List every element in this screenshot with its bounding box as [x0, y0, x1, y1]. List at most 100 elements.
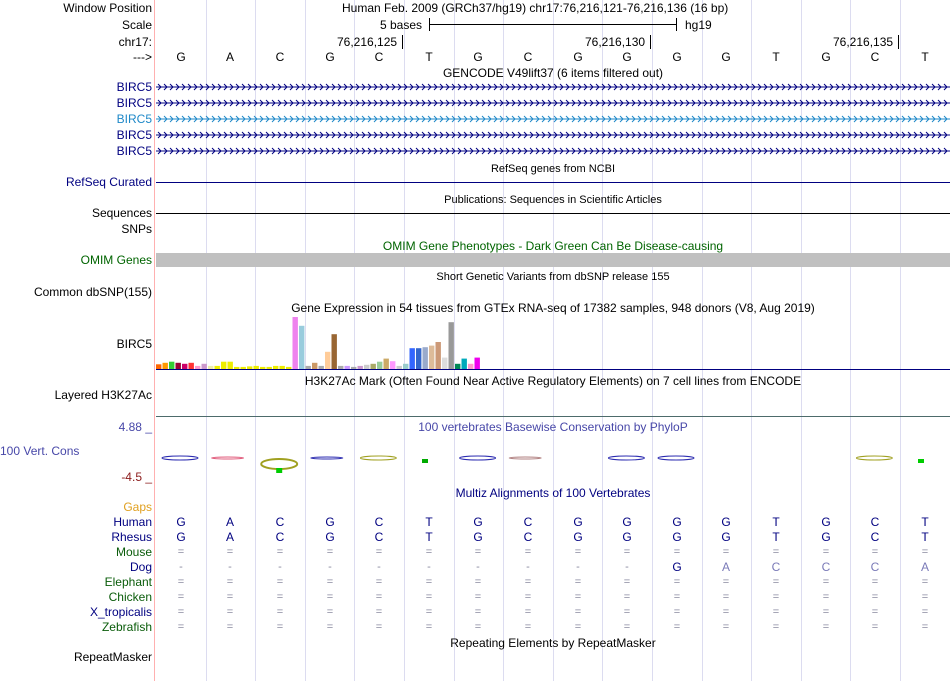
sequence-base[interactable]: G: [622, 50, 632, 64]
gtex-tissue-bar[interactable]: [331, 334, 337, 369]
gtex-tissue-bar[interactable]: [442, 357, 448, 369]
gencode-transcript-line[interactable]: [156, 130, 950, 140]
gtex-tissue-bar[interactable]: [357, 365, 363, 369]
gtex-tissue-bar[interactable]: [156, 364, 162, 369]
gtex-tissue-bar[interactable]: [299, 325, 305, 369]
phylop-title[interactable]: 100 vertebrates Basewise Conservation by…: [418, 420, 688, 434]
publications-title[interactable]: Publications: Sequences in Scientific Ar…: [444, 194, 662, 206]
gtex-tissue-bar[interactable]: [260, 366, 266, 369]
species-label[interactable]: Zebrafish: [101, 620, 152, 634]
sequence-base[interactable]: T: [772, 50, 780, 64]
gtex-tissue-bar[interactable]: [305, 365, 311, 369]
gencode-transcript-line[interactable]: [156, 98, 950, 108]
repeatmasker-label[interactable]: RepeatMasker: [73, 650, 152, 664]
gtex-title[interactable]: Gene Expression in 54 tissues from GTEx …: [291, 301, 815, 315]
gtex-tissue-bar[interactable]: [175, 362, 181, 369]
gtex-tissue-bar[interactable]: [429, 345, 435, 369]
gtex-tissue-bar[interactable]: [201, 363, 207, 369]
gtex-tissue-bar[interactable]: [409, 348, 415, 369]
gtex-tissue-bar[interactable]: [253, 365, 259, 369]
gencode-row-label[interactable]: BIRC5: [116, 128, 152, 142]
species-label[interactable]: Chicken: [108, 590, 152, 604]
refseq-title[interactable]: RefSeq genes from NCBI: [490, 163, 616, 175]
gtex-tissue-bar[interactable]: [234, 366, 240, 369]
gtex-tissue-bar[interactable]: [448, 322, 454, 369]
gtex-tissue-bar[interactable]: [338, 365, 344, 369]
gtex-tissue-bar[interactable]: [364, 364, 370, 369]
gtex-tissue-bar[interactable]: [351, 366, 357, 369]
gtex-tissue-bar[interactable]: [390, 361, 396, 369]
gtex-tissue-bar[interactable]: [416, 348, 422, 369]
sequence-base[interactable]: G: [473, 50, 483, 64]
gtex-tissue-bar[interactable]: [188, 362, 194, 369]
gencode-title[interactable]: GENCODE V49lift37 (6 items filtered out): [442, 66, 664, 80]
multiz-title[interactable]: Multiz Alignments of 100 Vertebrates: [455, 486, 651, 500]
gtex-bar-chart[interactable]: [156, 316, 950, 370]
omim-title[interactable]: OMIM Gene Phenotypes - Dark Green Can Be…: [382, 239, 724, 253]
gtex-tissue-bar[interactable]: [292, 317, 298, 369]
h3k27ac-label[interactable]: Layered H3K27Ac: [54, 388, 152, 402]
gtex-tissue-bar[interactable]: [455, 363, 461, 369]
species-label[interactable]: X_tropicalis: [89, 605, 152, 619]
species-label[interactable]: Rhesus: [111, 530, 152, 544]
sequence-base[interactable]: C: [275, 50, 285, 64]
omim-feature-bar[interactable]: [156, 253, 950, 267]
gtex-tissue-bar[interactable]: [273, 365, 279, 369]
sequence-base[interactable]: G: [176, 50, 186, 64]
gtex-tissue-bar[interactable]: [461, 358, 467, 369]
gencode-transcript-line[interactable]: [156, 114, 950, 124]
sequence-base[interactable]: A: [225, 50, 234, 64]
gtex-tissue-bar[interactable]: [383, 358, 389, 369]
sequence-base[interactable]: G: [325, 50, 335, 64]
gencode-transcript-line[interactable]: [156, 82, 950, 92]
gtex-label[interactable]: BIRC5: [116, 337, 152, 351]
sequence-base[interactable]: G: [573, 50, 583, 64]
sequence-base[interactable]: T: [921, 50, 929, 64]
gtex-tissue-bar[interactable]: [318, 365, 324, 369]
gencode-row-label[interactable]: BIRC5: [116, 112, 152, 126]
repeatmasker-title[interactable]: Repeating Elements by RepeatMasker: [450, 636, 656, 650]
gtex-tissue-bar[interactable]: [169, 361, 175, 369]
gencode-transcript-line[interactable]: [156, 146, 950, 156]
gencode-row-label[interactable]: BIRC5: [116, 96, 152, 110]
gencode-row-label[interactable]: BIRC5: [116, 80, 152, 94]
gtex-tissue-bar[interactable]: [279, 365, 285, 369]
phylop-signal[interactable]: [156, 448, 950, 478]
sequence-base[interactable]: T: [425, 50, 433, 64]
gencode-row-label[interactable]: BIRC5: [116, 144, 152, 158]
gtex-tissue-bar[interactable]: [195, 365, 201, 369]
sequences-label[interactable]: Sequences: [91, 206, 152, 220]
snps-label[interactable]: SNPs: [121, 222, 152, 236]
gtex-tissue-bar[interactable]: [266, 366, 272, 369]
sequence-base[interactable]: C: [374, 50, 384, 64]
gaps-label[interactable]: Gaps: [123, 500, 152, 514]
publications-feature-line[interactable]: [156, 213, 950, 214]
window-position-value[interactable]: Human Feb. 2009 (GRCh37/hg19) chr17:76,2…: [342, 1, 729, 15]
dbsnp-label[interactable]: Common dbSNP(155): [33, 285, 152, 299]
species-label[interactable]: Mouse: [115, 545, 152, 559]
refseq-feature-line[interactable]: [156, 182, 950, 183]
gtex-tissue-bar[interactable]: [247, 366, 253, 369]
sequence-base[interactable]: G: [821, 50, 831, 64]
sequence-base[interactable]: G: [672, 50, 682, 64]
phylop-label[interactable]: 100 Vert. Cons: [0, 444, 80, 458]
sequence-base[interactable]: C: [523, 50, 533, 64]
gtex-tissue-bar[interactable]: [182, 363, 188, 369]
gtex-tissue-bar[interactable]: [214, 365, 220, 369]
refseq-label[interactable]: RefSeq Curated: [65, 175, 152, 189]
sequence-base[interactable]: G: [721, 50, 731, 64]
gtex-tissue-bar[interactable]: [422, 347, 428, 369]
gtex-tissue-bar[interactable]: [240, 366, 246, 369]
species-label[interactable]: Human: [113, 515, 152, 529]
gtex-tissue-bar[interactable]: [396, 365, 402, 369]
gtex-tissue-bar[interactable]: [474, 357, 480, 369]
gtex-tissue-bar[interactable]: [227, 361, 233, 369]
omim-label[interactable]: OMIM Genes: [80, 253, 152, 267]
dbsnp-title[interactable]: Short Genetic Variants from dbSNP releas…: [436, 271, 670, 283]
gtex-tissue-bar[interactable]: [221, 361, 227, 369]
gtex-tissue-bar[interactable]: [325, 351, 331, 369]
gtex-tissue-bar[interactable]: [208, 365, 214, 369]
sequence-base[interactable]: C: [870, 50, 880, 64]
species-label[interactable]: Dog: [129, 560, 152, 574]
gtex-tissue-bar[interactable]: [370, 363, 376, 369]
